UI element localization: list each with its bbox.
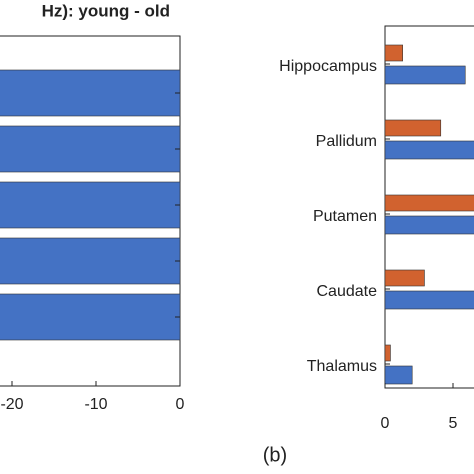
bar: [384, 365, 413, 385]
bar: [0, 125, 181, 173]
x-tick-label: -20: [0, 396, 23, 413]
caption: (b): [263, 444, 287, 466]
bar: [384, 269, 425, 287]
y-tick-label: Caudate: [317, 283, 378, 300]
chart-title: Hz): young - old: [42, 1, 170, 20]
bar: [0, 181, 181, 229]
y-tick-label: Pallidum: [316, 133, 377, 150]
bar: [384, 65, 466, 85]
y-tick-label: Hippocampus: [279, 58, 377, 75]
bar: [384, 119, 442, 137]
x-tick-label: -10: [84, 396, 107, 413]
bar: [384, 140, 474, 160]
bar: [0, 293, 181, 341]
bar: [384, 290, 474, 310]
y-tick-label: Putamen: [313, 208, 377, 225]
x-tick-label: 0: [381, 415, 390, 432]
bar: [0, 69, 181, 117]
bar: [384, 194, 474, 212]
bar: [384, 44, 403, 62]
bar: [384, 215, 474, 235]
y-tick-label: Thalamus: [307, 358, 377, 375]
bar: [0, 237, 181, 285]
x-tick-label: 5: [449, 415, 458, 432]
x-tick-label: 0: [176, 396, 185, 413]
bar: [384, 344, 391, 362]
